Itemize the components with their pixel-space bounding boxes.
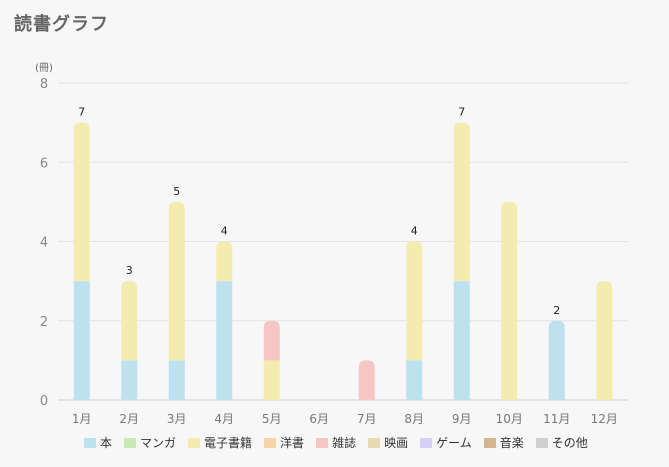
data-labels: 7 3 5 4 4 7 2 <box>78 106 560 317</box>
legend-label: 洋書 <box>280 436 305 450</box>
bar-segment <box>406 241 423 361</box>
legend-item[interactable]: ゲーム <box>420 434 472 451</box>
x-tick-label: 9月 <box>452 412 472 426</box>
y-tick-label: 2 <box>40 315 48 330</box>
y-tick-label: 0 <box>40 394 48 409</box>
bars <box>73 122 613 400</box>
legend-item[interactable]: 洋書 <box>264 434 304 451</box>
bar-total-label: 4 <box>411 225 418 238</box>
legend-label: 映画 <box>384 436 409 450</box>
bar-segment <box>121 281 138 361</box>
bar-segment <box>501 201 518 400</box>
bar-segment <box>406 360 423 400</box>
x-tick-label: 10月 <box>496 412 523 426</box>
x-tick-label: 6月 <box>309 412 329 426</box>
bar-segment <box>453 122 470 282</box>
gridlines <box>58 82 628 401</box>
x-tick-label: 7月 <box>357 412 377 426</box>
chart-title: 読書グラフ <box>14 14 109 35</box>
bar-total-label: 3 <box>126 264 133 277</box>
legend-label: ゲーム <box>436 436 472 450</box>
y-tick-label: 8 <box>40 77 48 92</box>
legend-item[interactable]: 本 <box>84 434 112 451</box>
x-tick-label: 12月 <box>591 412 618 426</box>
bar-total-label: 2 <box>553 304 560 317</box>
y-tick-label: 4 <box>40 236 48 251</box>
legend-swatch <box>124 437 137 448</box>
legend-item[interactable]: その他 <box>535 434 588 451</box>
bar-total-label: 7 <box>458 106 465 119</box>
legend-label: 音楽 <box>499 436 524 450</box>
legend-label: 電子書籍 <box>204 436 253 450</box>
legend-item[interactable]: マンガ <box>124 434 176 451</box>
x-tick-label: 5月 <box>262 412 282 426</box>
legend-item[interactable]: 雑誌 <box>316 434 356 451</box>
legend-label: 本 <box>100 436 113 450</box>
bar-segment <box>358 360 375 400</box>
legend-swatch <box>84 437 96 448</box>
bar-segment <box>453 281 470 400</box>
bar-segment <box>216 281 233 400</box>
legend-label: その他 <box>551 436 588 450</box>
bar-segment <box>73 122 90 282</box>
legend-swatch <box>483 437 496 448</box>
bar-total-label: 4 <box>221 225 228 238</box>
legend-item[interactable]: 音楽 <box>483 434 524 451</box>
y-tick-label: 6 <box>40 156 48 171</box>
y-axis-label: (冊) <box>35 63 53 74</box>
x-axis: 1月 2月 3月 4月 5月 6月 7月 8月 9月 10月 11月 12月 <box>72 412 618 426</box>
bar-segment <box>596 281 613 400</box>
bar-segment <box>168 360 185 400</box>
legend-label: 雑誌 <box>332 436 357 450</box>
legend-swatch <box>264 437 277 448</box>
legend-swatch <box>368 437 381 448</box>
x-tick-label: 1月 <box>72 412 92 426</box>
x-tick-label: 11月 <box>543 412 570 426</box>
bar-segment <box>263 320 280 361</box>
legend-swatch <box>420 437 433 448</box>
legend-swatch <box>188 437 201 448</box>
bar-segment <box>168 201 185 361</box>
legend-swatch <box>316 437 329 448</box>
legend: 本 マンガ 電子書籍 洋書 雑誌 映画 ゲーム 音楽 その他 <box>84 434 588 451</box>
legend-item[interactable]: 電子書籍 <box>188 434 252 451</box>
bar-total-label: 5 <box>173 185 180 198</box>
y-axis: 0 2 4 6 8 (冊) <box>35 63 53 409</box>
legend-swatch <box>535 437 548 448</box>
x-tick-label: 8月 <box>404 412 424 426</box>
legend-item[interactable]: 映画 <box>368 434 408 451</box>
bar-total-label: 7 <box>78 106 85 119</box>
bar-segment <box>73 281 90 400</box>
bar-segment <box>121 360 138 400</box>
bar-segment <box>263 360 280 400</box>
x-tick-label: 2月 <box>119 412 139 426</box>
bar-chart: 0 2 4 6 8 (冊) 7 3 5 4 4 7 2 1月 2月 3月 4月 5月 6月 7月 8月 9月 10月 11… <box>35 63 628 426</box>
bar-segment <box>216 241 233 282</box>
bar-segment <box>548 320 565 400</box>
legend-label: マンガ <box>140 436 177 450</box>
x-tick-label: 3月 <box>167 412 187 426</box>
x-tick-label: 4月 <box>214 412 234 426</box>
